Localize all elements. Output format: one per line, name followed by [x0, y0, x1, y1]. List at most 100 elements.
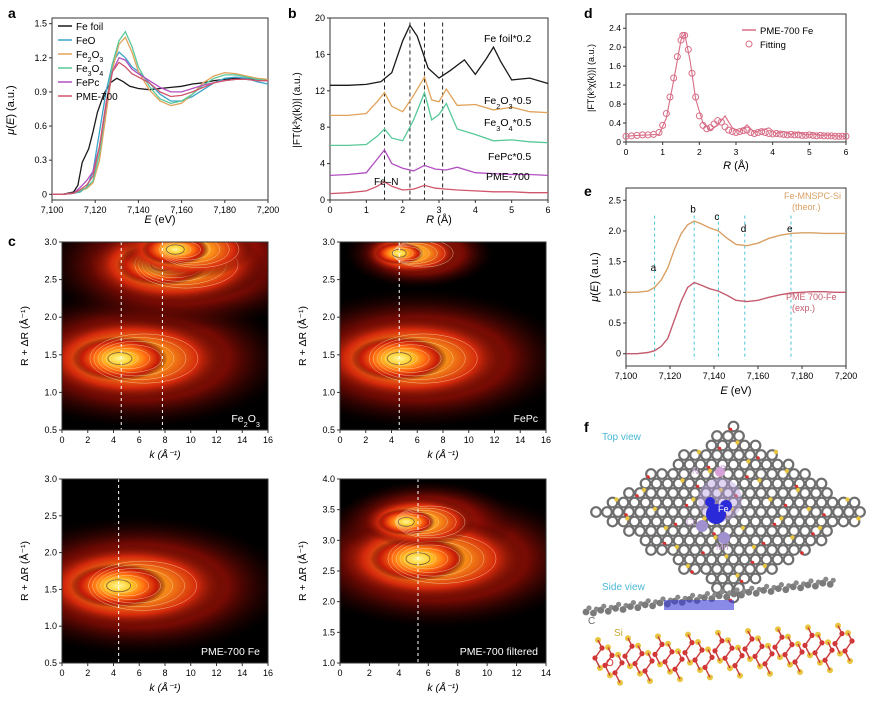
- si-atom: [685, 563, 691, 569]
- axis-ticks: 7,100 7,120 7,140 7,160 7,180 7,200 0 0.5 1.0 1.5…: [608, 195, 857, 381]
- x-tick-label: 8: [440, 435, 445, 445]
- axis-ticks: 0 1 2 3 4 5 6 0 0.4 0.8 1.2 1.6 2.0 2.4: [609, 23, 848, 157]
- carbon-ring: [645, 468, 657, 480]
- carbon-ring: [843, 506, 855, 518]
- x-tick-label: 0: [59, 668, 64, 678]
- panel-e-xanes-simulation-chart: 7,100 7,120 7,140 7,160 7,180 7,200 0 0.5 1.0 1.5…: [589, 187, 857, 397]
- series-line: [52, 36, 269, 195]
- si-atom: [718, 487, 724, 493]
- fitting-point: [776, 130, 784, 138]
- text-part: Fe: [76, 50, 88, 61]
- carbon-ring: [738, 496, 751, 509]
- bond: [804, 645, 811, 656]
- carbon-ring: [705, 572, 718, 585]
- carbon-ring: [788, 487, 800, 499]
- bond: [657, 636, 663, 645]
- carbon-atom: [616, 601, 622, 608]
- carbon-ring: [766, 525, 778, 537]
- contour-line: [384, 348, 430, 370]
- carbon-atom: [749, 585, 755, 591]
- carbon-atom: [641, 601, 649, 609]
- y-tick-label: 3.0: [44, 237, 57, 247]
- carbon-ring: [678, 468, 690, 480]
- map-area: [62, 479, 268, 663]
- fitting-point: [802, 131, 810, 139]
- map-area: [62, 242, 268, 430]
- plot-frame: [625, 187, 847, 367]
- carbon-ring: [799, 487, 811, 499]
- carbon-atom: [715, 592, 723, 600]
- carbon-ring: [733, 563, 745, 575]
- carbon-ring: [650, 534, 663, 547]
- contour-line: [100, 571, 161, 600]
- metal-center: [664, 600, 734, 610]
- bond: [847, 632, 853, 642]
- x-axis-label: E (eV): [144, 214, 175, 226]
- bond: [674, 668, 681, 680]
- carbon-ring: [837, 496, 850, 509]
- fitting-point: [791, 131, 799, 139]
- bond: [784, 654, 791, 665]
- map-label: Fe2O3: [231, 413, 260, 429]
- carbon-ring: [672, 515, 685, 528]
- carbon-ring: [722, 449, 734, 461]
- si-atom: [757, 478, 762, 483]
- atom-label-c: C: [588, 616, 595, 627]
- carbon-ring: [689, 544, 701, 556]
- bond: [614, 662, 623, 674]
- y-axis-label: |FT(k³χ(k))| (a.u.): [586, 44, 596, 112]
- bond: [807, 627, 813, 636]
- subscript: 4: [99, 71, 103, 78]
- carbon-ring: [705, 458, 718, 471]
- carbon-ring: [683, 515, 696, 528]
- carbon-ring: [601, 506, 613, 518]
- carbon-ring: [634, 525, 646, 537]
- text-part: O: [500, 117, 508, 129]
- contour-line: [108, 578, 137, 593]
- x-tick-label: 4: [473, 205, 478, 215]
- carbon-ring: [788, 468, 800, 480]
- carbon-atom: [701, 594, 708, 601]
- carbon-ring: [705, 477, 718, 490]
- panel-label-d: d: [584, 5, 593, 21]
- carbon-ring: [777, 487, 789, 499]
- carbon-ring: [744, 544, 756, 556]
- carbon-ring: [623, 487, 635, 499]
- carbon-ring: [749, 477, 762, 490]
- contour-line: [392, 242, 454, 268]
- y-tick-label: 1.5: [44, 584, 57, 594]
- si-atom: [696, 449, 702, 455]
- y-tick-label: 1.5: [44, 350, 57, 360]
- legend-label: Fe foil: [76, 22, 103, 33]
- x-tick-label: 10: [186, 668, 196, 678]
- carbon-atom: [704, 591, 711, 597]
- atom-label-fe: Fe: [718, 504, 729, 514]
- si-atom: [652, 506, 658, 512]
- fitting-point: [717, 118, 725, 126]
- carbon-ring: [705, 553, 718, 566]
- carbon-ring: [727, 420, 740, 433]
- y-tick-label: 4.0: [322, 474, 335, 484]
- fitting-point: [732, 129, 740, 137]
- fitting-point: [831, 132, 839, 140]
- panel-label-c: c: [8, 233, 16, 249]
- carbon-ring: [777, 544, 789, 556]
- carbon-ring: [854, 506, 866, 518]
- contour-line: [380, 344, 442, 373]
- carbon-ring: [694, 553, 707, 566]
- o-atom: [800, 551, 804, 555]
- carbon-ring: [661, 534, 674, 547]
- carbon-ring: [650, 515, 663, 528]
- carbon-ring: [705, 439, 718, 452]
- carbon-ring: [645, 487, 657, 499]
- series-label: PME-700: [486, 171, 530, 183]
- x-tick-label: 5: [509, 205, 514, 215]
- subscript: 3: [509, 102, 513, 111]
- carbon-ring: [777, 468, 789, 480]
- fitting-point: [754, 129, 762, 137]
- bond: [834, 643, 841, 654]
- carbon-ring: [656, 506, 668, 518]
- contour-line: [104, 575, 149, 597]
